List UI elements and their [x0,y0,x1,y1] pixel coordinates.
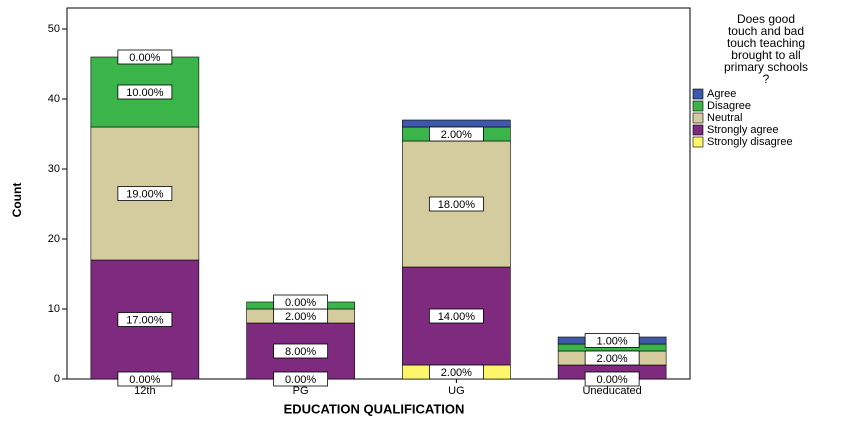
value-label-box [584,371,640,387]
legend-swatch [692,136,704,148]
legend-title: touch teaching [727,36,805,50]
legend-title: Does good [737,12,795,26]
legend-swatch [692,100,704,112]
value-label: 2.00% [441,367,472,379]
x-axis-label: EDUCATION QUALIFICATION [284,401,465,416]
value-label: 2.00% [441,129,472,141]
value-label-box [117,186,173,201]
value-label: 17.00% [126,314,164,326]
value-label-box [584,333,640,348]
x-tick-label: Uneducated [582,385,641,397]
value-label: 18.00% [438,199,476,211]
value-label: 0.00% [285,297,316,309]
legend-label: Neutral [707,112,742,124]
value-label: 0.00% [597,374,628,386]
y-tick-label: 40 [48,93,60,105]
legend-title: brought to all [731,48,800,62]
value-label-box [117,312,173,327]
legend-swatch [692,88,704,100]
value-label-box [428,308,484,324]
y-tick-label: 30 [48,163,60,175]
bar-segment [402,140,511,268]
y-tick-label: 10 [48,303,60,315]
value-label-box [428,196,484,212]
legend-label: Strongly disagree [707,136,793,148]
legend-title: ? [763,72,770,86]
legend-label: Strongly agree [707,124,779,136]
value-label: 19.00% [126,188,164,200]
legend-swatch [692,124,704,136]
y-tick-label: 0 [54,373,60,385]
value-label-box [273,294,329,310]
value-label-box [117,49,173,65]
y-axis-label: Count [10,183,24,218]
value-label-box [428,364,484,380]
value-label: 10.00% [126,87,164,99]
value-label: 0.00% [129,374,160,386]
value-label-box [428,126,484,142]
value-label: 0.00% [129,52,160,64]
value-label: 2.00% [285,311,316,323]
x-tick-label: UG [448,385,465,397]
value-label-box [273,371,329,387]
value-label-box [273,343,329,359]
x-tick-label: 12th [134,385,155,397]
value-label: 2.00% [597,353,628,365]
value-label-box [117,84,173,100]
value-label: 8.00% [285,346,316,358]
legend-title: touch and bad [728,24,804,38]
legend-label: Agree [707,88,736,100]
x-tick-label: PG [293,385,309,397]
value-label-box [584,350,640,366]
value-label: 14.00% [438,311,476,323]
value-label: 1.00% [597,335,628,347]
y-tick-label: 50 [48,23,60,35]
bar-segment [402,119,511,128]
legend-label: Disagree [707,100,751,112]
value-label: 0.00% [285,374,316,386]
y-tick-label: 20 [48,233,60,245]
value-label-box [117,371,173,387]
legend-title: primary schools [724,60,808,74]
legend-swatch [692,112,704,124]
